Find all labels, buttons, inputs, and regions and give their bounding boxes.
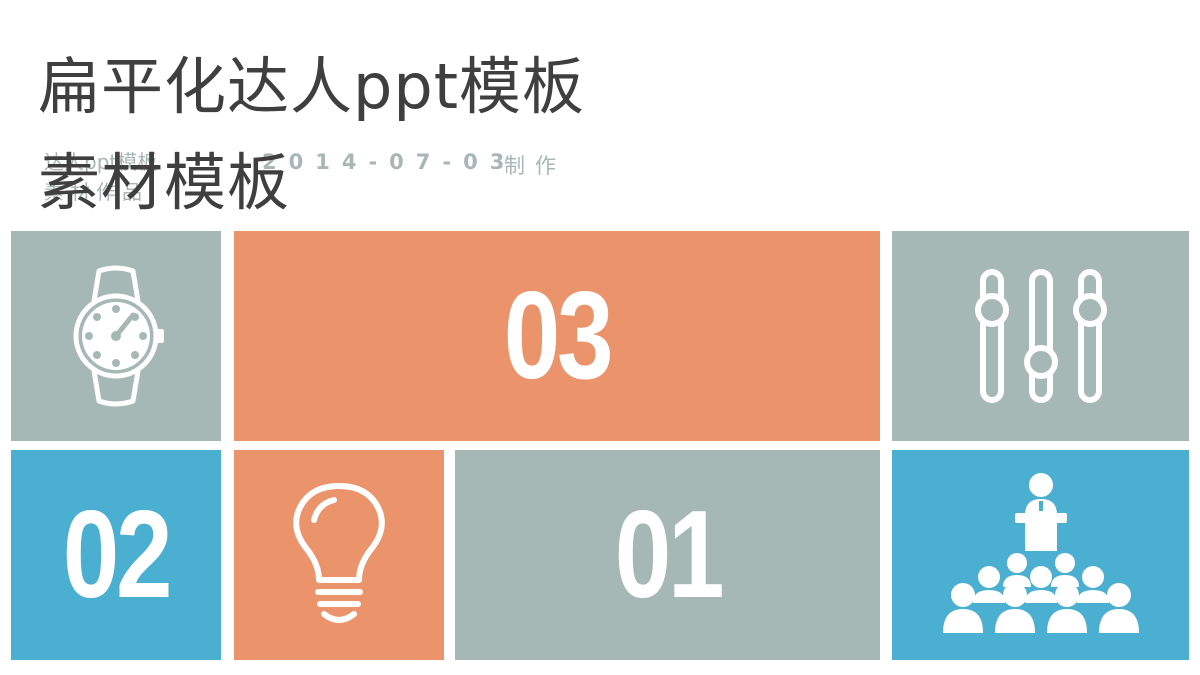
watch-icon bbox=[73, 265, 164, 407]
subtitle-line-1: 达人ppt模板 bbox=[44, 150, 158, 174]
page-title: 扁平化达人ppt模板 bbox=[38, 50, 586, 123]
tile-lightbulb[interactable] bbox=[234, 450, 444, 660]
presentation-audience-icon bbox=[942, 473, 1139, 633]
tile-sliders[interactable] bbox=[892, 231, 1189, 441]
tile-03[interactable]: 03 bbox=[234, 231, 880, 441]
tile-01[interactable]: 01 bbox=[455, 450, 880, 660]
date-label: 2014-07-03 bbox=[262, 150, 517, 174]
tile-number-03: 03 bbox=[503, 267, 614, 405]
tile-watch[interactable] bbox=[11, 231, 221, 441]
lightbulb-icon bbox=[293, 483, 385, 623]
tile-number-02: 02 bbox=[62, 486, 173, 624]
maker-label: 制作 bbox=[504, 154, 566, 178]
page-title-line-2: 素材模板 bbox=[38, 146, 291, 219]
tile-02[interactable]: 02 bbox=[11, 450, 221, 660]
tile-audience[interactable] bbox=[892, 450, 1189, 660]
sliders-icon bbox=[974, 269, 1107, 403]
subtitle-line-2: 素材作品 bbox=[44, 180, 148, 204]
tile-number-01: 01 bbox=[614, 486, 724, 624]
